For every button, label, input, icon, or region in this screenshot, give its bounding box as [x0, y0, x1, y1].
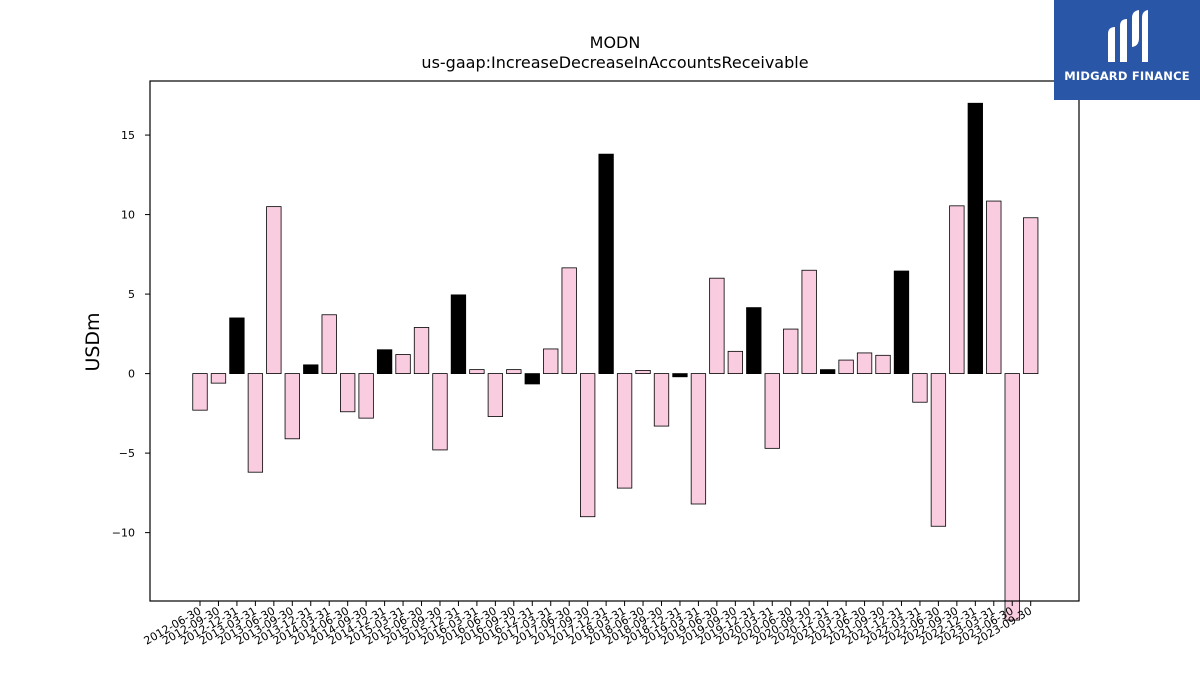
- bar-2016-12-31: [524, 373, 540, 385]
- bar-2022-06-30: [930, 373, 947, 527]
- bar-2019-03-31: [690, 373, 707, 505]
- y-tick-label: −10: [112, 527, 135, 540]
- bar-2021-06-30: [856, 352, 873, 374]
- bar-2017-06-30: [561, 267, 577, 375]
- bar-2014-12-31: [376, 349, 393, 375]
- bar-2015-09-30: [432, 373, 448, 451]
- bar-2016-06-30: [487, 373, 504, 417]
- bar-2019-06-30: [709, 277, 725, 375]
- bar-2016-03-31: [469, 369, 485, 374]
- bar-2015-06-30: [413, 327, 430, 375]
- bar-2020-03-31: [764, 373, 780, 449]
- bar-2022-12-31: [967, 102, 983, 374]
- bars-group: [192, 102, 1039, 621]
- y-tick-label: −5: [119, 447, 135, 460]
- logo-text: MIDGARD FINANCE: [1064, 69, 1190, 83]
- bar-2013-06-30: [266, 206, 282, 375]
- bar-2012-09-30: [210, 373, 227, 384]
- bar-2013-09-30: [284, 373, 300, 440]
- bar-2016-09-30: [506, 369, 522, 374]
- chart-subtitle: us-gaap:IncreaseDecreaseInAccountsReceiv…: [421, 53, 808, 72]
- bar-2015-12-31: [450, 294, 467, 375]
- midgard-logo-icon: [1108, 10, 1148, 62]
- bar-2018-03-31: [616, 373, 633, 489]
- y-axis-label: USDm: [82, 312, 104, 371]
- bar-2017-09-30: [580, 373, 596, 518]
- bar-2018-09-30: [653, 373, 670, 427]
- bar-2012-12-31: [229, 317, 245, 375]
- bar-2018-12-31: [672, 373, 688, 378]
- bar-2018-06-30: [635, 370, 651, 375]
- bar-2014-03-31: [321, 314, 337, 375]
- bar-2020-12-31: [819, 369, 836, 374]
- bar-2021-12-31: [893, 270, 910, 374]
- bar-2019-12-31: [746, 307, 762, 374]
- y-tick-label: 10: [121, 209, 135, 222]
- bar-2013-03-31: [247, 373, 264, 473]
- chart-title: MODN: [590, 33, 641, 52]
- bar-2017-12-31: [598, 153, 614, 374]
- bar-2017-03-31: [543, 348, 559, 375]
- x-axis: 2012-06-302012-09-302012-12-312013-03-31…: [142, 601, 1034, 648]
- bar-2023-09-30: [1023, 217, 1039, 374]
- bar-2014-06-30: [340, 373, 356, 413]
- midgard-finance-logo: MIDGARD FINANCE: [1054, 0, 1200, 100]
- bar-2020-09-30: [801, 269, 817, 374]
- bar-2015-03-31: [395, 354, 411, 374]
- bar-2019-09-30: [727, 350, 743, 374]
- plot-frame: [149, 80, 1080, 602]
- y-axis: −10 −5 0 5 10 15: [112, 129, 150, 540]
- bar-2023-03-31: [986, 200, 1002, 374]
- bar-2021-09-30: [875, 354, 891, 374]
- bar-2012-06-30: [192, 373, 208, 411]
- bar-2022-03-31: [912, 373, 928, 403]
- bar-2022-09-30: [949, 205, 965, 375]
- bar-2014-09-30: [358, 373, 374, 419]
- bar-2021-03-31: [838, 359, 854, 374]
- y-tick-label: 15: [121, 129, 135, 142]
- bar-2013-12-31: [303, 364, 319, 375]
- y-tick-label: 0: [128, 368, 135, 381]
- bar-2020-06-30: [783, 328, 799, 375]
- bar-2023-06-30: [1004, 373, 1020, 621]
- y-tick-label: 5: [128, 288, 135, 301]
